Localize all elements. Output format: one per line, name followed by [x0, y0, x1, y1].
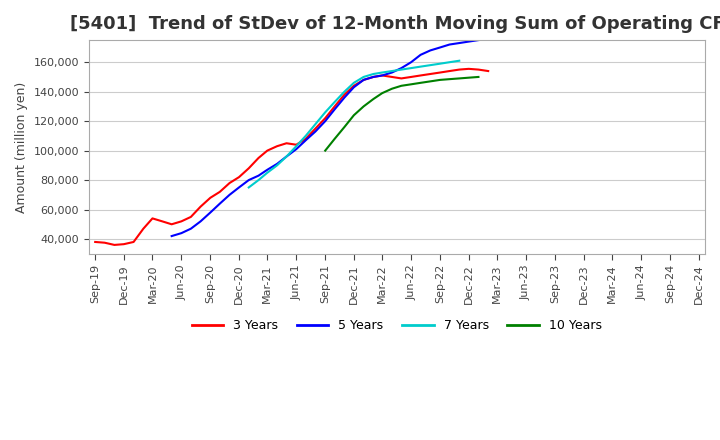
Y-axis label: Amount (million yen): Amount (million yen)	[15, 81, 28, 213]
Line: 7 Years: 7 Years	[248, 61, 459, 187]
Line: 5 Years: 5 Years	[171, 40, 479, 236]
Line: 3 Years: 3 Years	[95, 69, 488, 245]
Title: [5401]  Trend of StDev of 12-Month Moving Sum of Operating CF: [5401] Trend of StDev of 12-Month Moving…	[70, 15, 720, 33]
Legend: 3 Years, 5 Years, 7 Years, 10 Years: 3 Years, 5 Years, 7 Years, 10 Years	[187, 314, 607, 337]
Line: 10 Years: 10 Years	[325, 77, 479, 150]
